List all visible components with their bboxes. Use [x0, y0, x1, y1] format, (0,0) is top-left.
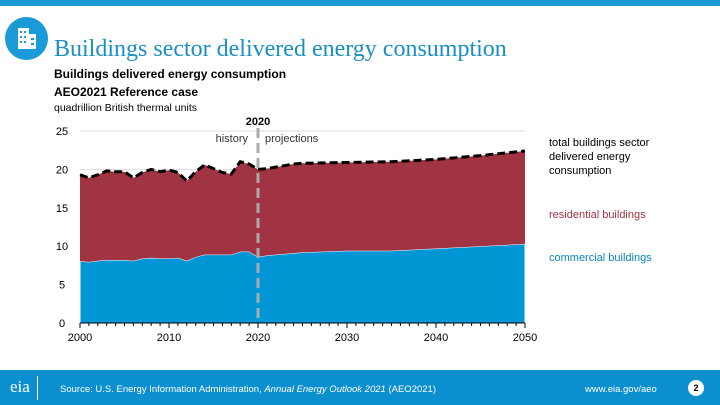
- total-line: [79, 149, 526, 184]
- x-tick-label: 2000: [68, 332, 92, 344]
- y-tick-label: 10: [56, 241, 68, 253]
- source-title: Annual Energy Outlook 2021: [264, 384, 386, 395]
- legend-total: consumption: [549, 165, 611, 177]
- office-building-icon: [5, 17, 48, 60]
- divider-year-label: 2020: [246, 116, 270, 128]
- chart-subtitle: AEO2021 Reference case: [54, 85, 199, 99]
- footer: eia Source: U.S. Energy Information Admi…: [0, 370, 720, 405]
- website-link[interactable]: www.eia.gov/aeo: [585, 384, 657, 395]
- source-prefix: Source: U.S. Energy Information Administ…: [60, 384, 265, 395]
- y-tick-label: 25: [56, 126, 68, 138]
- source-note: Source: U.S. Energy Information Administ…: [60, 384, 436, 395]
- y-tick-label: 20: [56, 164, 68, 176]
- x-tick-label: 2010: [157, 332, 181, 344]
- history-label: history: [216, 133, 249, 145]
- projections-label: projections: [265, 133, 319, 145]
- area-chart: 0 5 10 15 20 25 2020 history projections 2000 2010…: [56, 116, 652, 344]
- legend-total: delivered energy: [549, 151, 631, 163]
- y-tick-label: 5: [59, 280, 65, 292]
- legend-total: total buildings sector: [549, 137, 650, 149]
- y-tick-label: 15: [56, 203, 68, 215]
- x-tick-label: 2040: [424, 332, 448, 344]
- divider: [37, 376, 38, 400]
- eia-logo: eia: [10, 377, 30, 396]
- legend-residential: residential buildings: [549, 209, 646, 221]
- x-tick-label: 2050: [513, 332, 537, 344]
- units-label: quadrillion British thermal units: [54, 102, 197, 114]
- x-tick-label: 2030: [335, 332, 359, 344]
- area-residential-buildings: [80, 150, 525, 262]
- top-bar: [0, 0, 720, 6]
- chart-title: Buildings delivered energy consumption: [54, 67, 287, 81]
- y-tick-label: 0: [59, 318, 65, 330]
- legend-commercial: commercial buildings: [549, 252, 652, 264]
- page-title: Buildings sector delivered energy consum…: [54, 36, 507, 62]
- source-suffix: (AEO2021): [385, 384, 436, 395]
- x-tick-label: 2020: [246, 332, 270, 344]
- page-number: 2: [688, 380, 704, 396]
